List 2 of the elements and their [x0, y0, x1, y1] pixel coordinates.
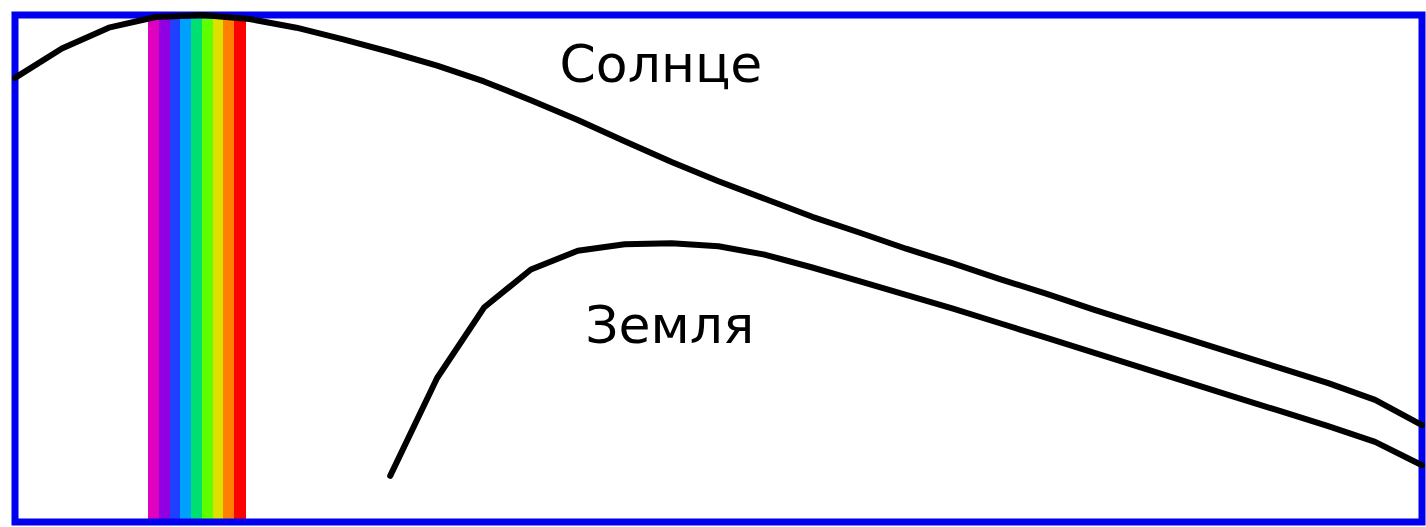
series-label: Солнце — [559, 34, 763, 95]
series-label: Земля — [585, 295, 755, 356]
